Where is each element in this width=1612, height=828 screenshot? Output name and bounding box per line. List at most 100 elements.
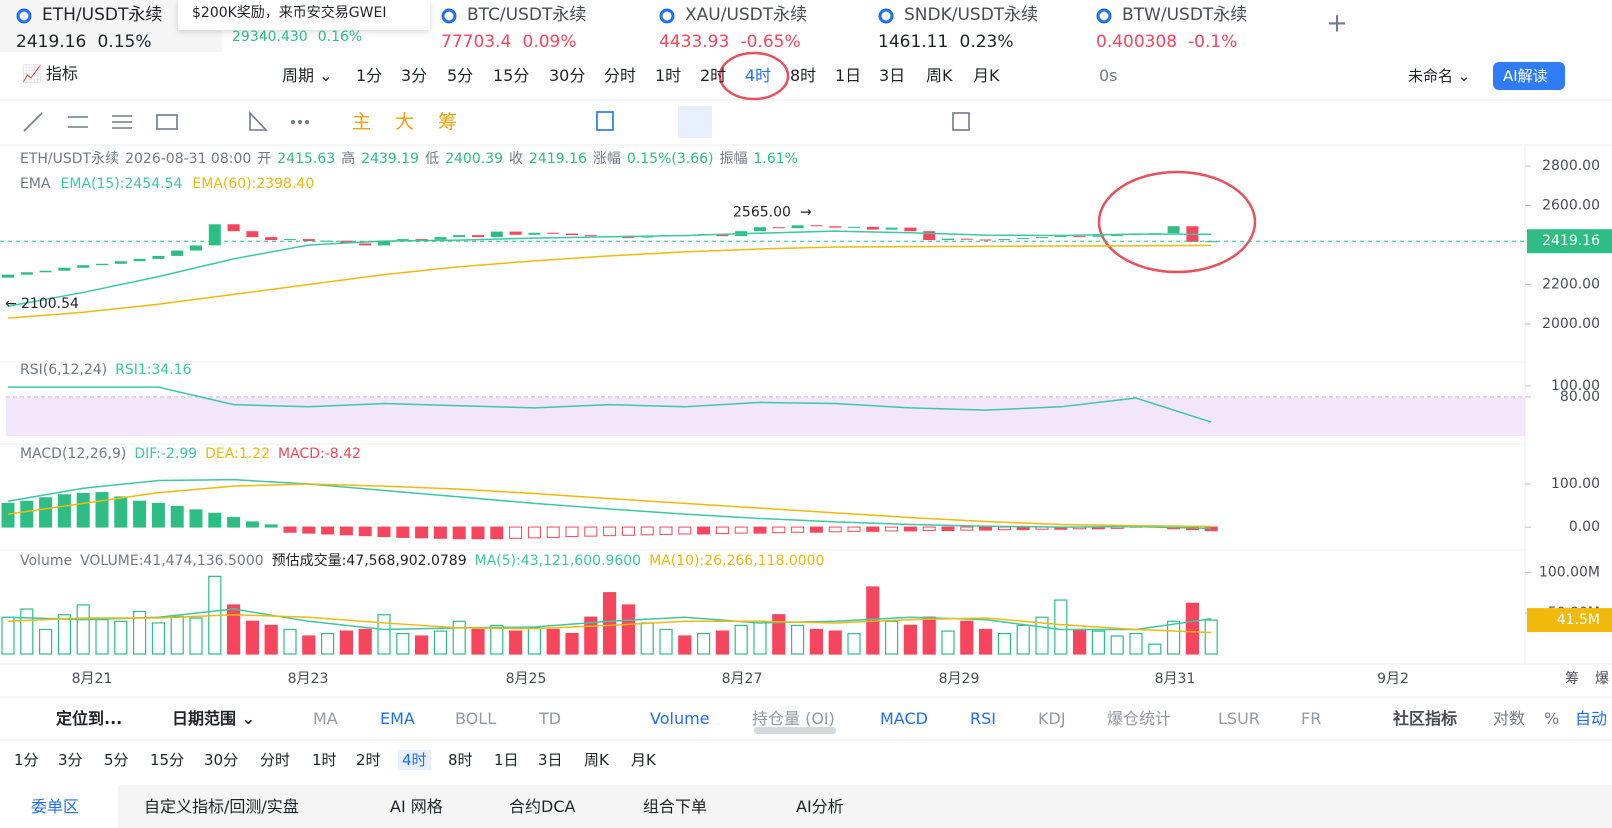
interval[interactable]: 月K bbox=[631, 751, 656, 769]
interval[interactable]: 周K bbox=[584, 751, 609, 769]
axis-button[interactable]: 爆 bbox=[1595, 671, 1609, 687]
resize-handle[interactable] bbox=[754, 727, 836, 734]
macd-bar bbox=[621, 526, 635, 536]
interval[interactable]: 1分 bbox=[14, 751, 39, 769]
tab-symbol[interactable]: XAU/USDT永续 bbox=[685, 5, 808, 25]
promo-banner[interactable]: $200K奖励，来币安交易GWEI bbox=[178, 0, 430, 30]
interval[interactable]: 1时 bbox=[655, 66, 682, 85]
indicator-toggle[interactable]: 持仓量 (OI) bbox=[752, 709, 835, 728]
community-indicators[interactable]: 社区指标 bbox=[1393, 709, 1458, 728]
label: 低 bbox=[425, 151, 440, 167]
axis-button[interactable]: 筹 bbox=[1565, 670, 1579, 687]
interval[interactable]: 4时 bbox=[745, 66, 772, 85]
tab-symbol[interactable]: BTC/USDT永续 bbox=[467, 5, 587, 25]
indicator-toggle[interactable]: KDJ bbox=[1038, 709, 1066, 728]
add-tab[interactable]: + bbox=[1326, 9, 1348, 39]
indicators-button[interactable]: 指标 bbox=[45, 64, 78, 83]
interval[interactable]: 3日 bbox=[538, 751, 563, 769]
interval[interactable]: 1日 bbox=[494, 751, 519, 769]
y-tick-label: 0.00 bbox=[1569, 519, 1600, 535]
interval[interactable]: 15分 bbox=[493, 66, 530, 85]
date-range[interactable]: 日期范围 ⌄ bbox=[172, 709, 255, 728]
tool-main[interactable]: 主 bbox=[352, 111, 372, 133]
interval[interactable]: 分时 bbox=[604, 66, 637, 85]
volume-bar bbox=[264, 624, 278, 655]
candle-body bbox=[979, 239, 992, 241]
interval[interactable]: 5分 bbox=[104, 751, 129, 769]
period-menu[interactable]: 周期 ⌄ bbox=[282, 66, 333, 85]
candle-body bbox=[960, 238, 973, 240]
interval[interactable]: 3日 bbox=[879, 66, 906, 85]
bottom-tab[interactable]: 自定义指标/回测/实盘 bbox=[144, 797, 299, 816]
tab-symbol[interactable]: SNDK/USDT永续 bbox=[904, 5, 1039, 25]
interval[interactable]: 5分 bbox=[447, 66, 474, 85]
overlay-toggle[interactable]: MA bbox=[313, 709, 338, 728]
overlay-toggle[interactable]: TD bbox=[539, 709, 562, 728]
tab-symbol[interactable]: ETH/USDT永续 bbox=[42, 5, 163, 25]
volume-bar bbox=[20, 608, 34, 655]
macd-value: MACD:-8.42 bbox=[278, 446, 361, 462]
macd-bar bbox=[264, 524, 278, 528]
interval[interactable]: 8时 bbox=[790, 66, 817, 85]
indicator-toggle[interactable]: RSI bbox=[970, 709, 996, 728]
label: 振幅 bbox=[719, 151, 748, 167]
macd-bar bbox=[151, 502, 165, 528]
overlay-toggle[interactable]: BOLL bbox=[455, 709, 497, 728]
tab-symbol[interactable]: BTW/USDT永续 bbox=[1122, 5, 1248, 25]
indicator-toggle[interactable]: LSUR bbox=[1218, 709, 1260, 728]
interval[interactable]: 4时 bbox=[398, 750, 431, 770]
percent-toggle[interactable]: % bbox=[1544, 709, 1560, 728]
interval[interactable]: 周K bbox=[926, 66, 953, 85]
interval[interactable]: 1分 bbox=[356, 66, 383, 85]
ai-button[interactable] bbox=[1493, 62, 1565, 90]
bottom-tab[interactable]: AI分析 bbox=[796, 797, 844, 816]
bottom-tab[interactable]: 组合下单 bbox=[643, 797, 708, 816]
tab-price: 0.400308 bbox=[1096, 32, 1178, 52]
layout-menu[interactable]: 未命名 ⌄ bbox=[1408, 67, 1471, 85]
volume-bar bbox=[433, 630, 447, 655]
volume-bar bbox=[1204, 619, 1218, 655]
bottom-tab[interactable]: 合约DCA bbox=[509, 797, 576, 816]
tab-change: -0.65% bbox=[740, 32, 801, 52]
interval[interactable]: 30分 bbox=[549, 66, 586, 85]
volume-bar bbox=[546, 628, 560, 655]
interval[interactable]: 月K bbox=[973, 66, 1000, 85]
interval[interactable]: 1时 bbox=[312, 751, 337, 769]
label: 开 bbox=[257, 151, 272, 167]
interval[interactable]: 15分 bbox=[150, 751, 185, 769]
indicator-toggle[interactable]: 爆仓统计 bbox=[1107, 709, 1172, 728]
log-toggle[interactable]: 对数 bbox=[1493, 709, 1526, 728]
indicator-toggle[interactable]: Volume bbox=[650, 709, 710, 728]
x-tick-label: 8月29 bbox=[939, 671, 980, 687]
macd-bar bbox=[114, 496, 128, 528]
locate-button[interactable]: 定位到... bbox=[56, 709, 123, 728]
auto-toggle[interactable]: 自动 bbox=[1575, 709, 1608, 728]
tool-large[interactable]: 大 bbox=[395, 111, 415, 133]
ema-legend: EMA EMA(15):2454.54 EMA(60):2398.40 bbox=[20, 175, 314, 193]
interval[interactable]: 1日 bbox=[835, 66, 862, 85]
bottom-tab[interactable]: AI 网格 bbox=[390, 797, 443, 816]
timer: 0s bbox=[1099, 66, 1118, 85]
volume-bar bbox=[509, 630, 523, 655]
interval[interactable]: 30分 bbox=[204, 751, 239, 769]
interval[interactable]: 2时 bbox=[356, 751, 381, 769]
interval[interactable]: 分时 bbox=[260, 751, 291, 769]
overlay-toggle[interactable]: EMA bbox=[380, 709, 415, 728]
candle-body bbox=[2, 274, 14, 278]
candle-body bbox=[848, 226, 860, 228]
ai-read[interactable]: AI解读 bbox=[1503, 67, 1548, 85]
tool-chips[interactable]: 筹 bbox=[438, 111, 458, 133]
interval[interactable]: 3分 bbox=[58, 751, 83, 769]
volume-bar bbox=[772, 614, 786, 655]
indicator-toggle[interactable]: MACD bbox=[880, 709, 928, 728]
volume-bar bbox=[189, 617, 203, 655]
bottom-tab[interactable]: 委单区 bbox=[31, 797, 80, 816]
macd-bar bbox=[603, 526, 617, 537]
indicator-toggle[interactable]: FR bbox=[1301, 709, 1322, 728]
tab-price: 4433.93 bbox=[659, 32, 730, 52]
volume-bar bbox=[283, 628, 297, 655]
interval[interactable]: 8时 bbox=[448, 751, 473, 769]
macd-bar bbox=[922, 526, 936, 532]
interval[interactable]: 2时 bbox=[700, 66, 727, 85]
interval[interactable]: 3分 bbox=[401, 66, 428, 85]
